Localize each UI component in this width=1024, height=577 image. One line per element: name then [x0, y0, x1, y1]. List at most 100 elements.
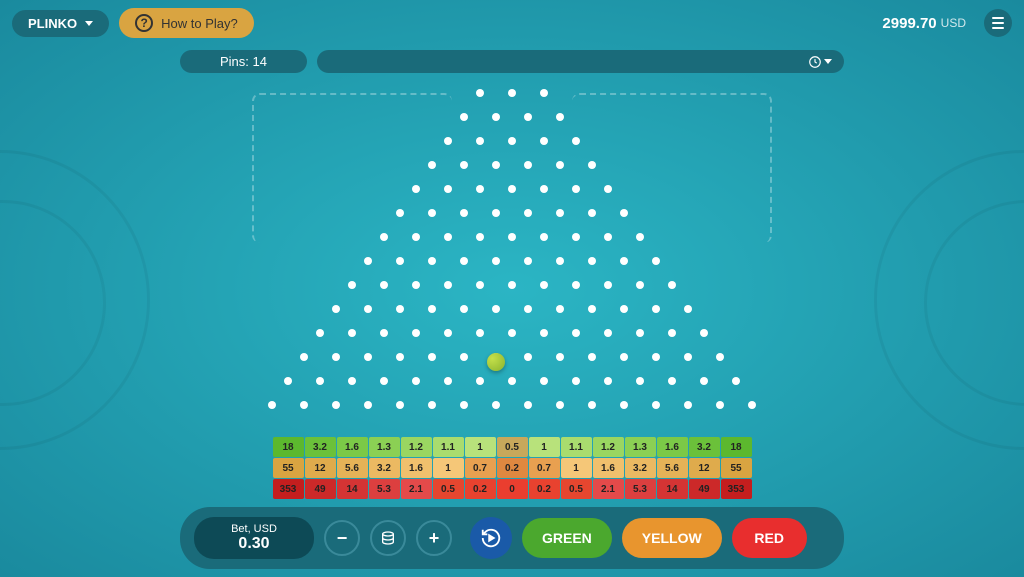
peg — [396, 401, 404, 409]
peg — [380, 329, 388, 337]
top-bar: PLINKO ? How to Play? 2999.70 USD — [0, 0, 1024, 46]
payout-cell: 1 — [465, 437, 496, 457]
peg — [364, 401, 372, 409]
peg — [444, 377, 452, 385]
peg — [620, 401, 628, 409]
peg — [508, 185, 516, 193]
peg — [460, 401, 468, 409]
history-bar — [317, 50, 844, 73]
payout-cell: 49 — [689, 479, 720, 499]
menu-button[interactable] — [984, 9, 1012, 37]
peg — [460, 305, 468, 313]
chevron-down-icon — [824, 59, 832, 64]
peg — [364, 353, 372, 361]
peg — [348, 281, 356, 289]
game-select-dropdown[interactable]: PLINKO — [12, 10, 109, 37]
payout-cell: 5.3 — [369, 479, 400, 499]
peg — [476, 89, 484, 97]
peg — [652, 305, 660, 313]
peg — [444, 281, 452, 289]
payout-cell: 1.1 — [433, 437, 464, 457]
peg — [620, 257, 628, 265]
green-bet-button[interactable]: GREEN — [522, 518, 612, 558]
payout-cell: 5.6 — [657, 458, 688, 478]
peg — [604, 329, 612, 337]
red-bet-button[interactable]: RED — [732, 518, 807, 558]
peg — [524, 257, 532, 265]
peg — [540, 329, 548, 337]
payout-cell: 0.7 — [529, 458, 560, 478]
payout-cell: 1.6 — [337, 437, 368, 457]
payout-cell: 18 — [273, 437, 304, 457]
peg — [348, 377, 356, 385]
peg — [700, 329, 708, 337]
peg — [556, 161, 564, 169]
payout-cell: 1.3 — [369, 437, 400, 457]
payout-cell: 0.2 — [465, 479, 496, 499]
payout-cell: 3.2 — [689, 437, 720, 457]
peg — [556, 113, 564, 121]
payout-cell: 0.5 — [561, 479, 592, 499]
bet-chips-button[interactable] — [370, 520, 406, 556]
bet-minus-button[interactable]: − — [324, 520, 360, 556]
peg — [556, 257, 564, 265]
bet-value: 0.30 — [214, 535, 294, 553]
payout-row-red: 35349145.32.10.50.200.20.52.15.31449353 — [273, 479, 752, 499]
peg — [604, 281, 612, 289]
peg — [540, 89, 548, 97]
peg — [492, 161, 500, 169]
peg — [684, 353, 692, 361]
peg — [540, 233, 548, 241]
peg — [684, 401, 692, 409]
pins-selector[interactable]: Pins: 14 — [180, 50, 307, 73]
payout-cell: 0.5 — [433, 479, 464, 499]
payout-cell: 1 — [529, 437, 560, 457]
payout-cell: 1 — [433, 458, 464, 478]
payout-cell: 0.5 — [497, 437, 528, 457]
peg — [652, 353, 660, 361]
history-button[interactable] — [808, 55, 832, 69]
payout-cell: 18 — [721, 437, 752, 457]
peg — [556, 401, 564, 409]
peg — [716, 401, 724, 409]
payout-cell: 2.1 — [401, 479, 432, 499]
how-to-play-button[interactable]: ? How to Play? — [119, 8, 254, 38]
payout-cell: 0.2 — [497, 458, 528, 478]
payout-cell: 1.2 — [593, 437, 624, 457]
payout-cell: 49 — [305, 479, 336, 499]
bet-plus-button[interactable]: + — [416, 520, 452, 556]
peg — [332, 353, 340, 361]
payout-cell: 3.2 — [369, 458, 400, 478]
peg — [524, 209, 532, 217]
peg — [492, 401, 500, 409]
peg — [508, 329, 516, 337]
peg — [476, 137, 484, 145]
payout-cell: 0.2 — [529, 479, 560, 499]
peg — [444, 329, 452, 337]
auto-play-button[interactable] — [470, 517, 512, 559]
peg — [588, 305, 596, 313]
how-to-play-label: How to Play? — [161, 16, 238, 31]
peg — [556, 209, 564, 217]
peg — [476, 281, 484, 289]
bet-amount-box[interactable]: Bet, USD 0.30 — [194, 517, 314, 559]
payout-cell: 12 — [689, 458, 720, 478]
peg — [604, 377, 612, 385]
payout-cell: 5.3 — [625, 479, 656, 499]
peg — [524, 113, 532, 121]
peg — [396, 353, 404, 361]
payout-cell: 1 — [561, 458, 592, 478]
peg — [716, 353, 724, 361]
pegs-board — [262, 83, 762, 433]
balance-currency: USD — [941, 16, 966, 30]
peg — [476, 377, 484, 385]
peg — [668, 377, 676, 385]
peg — [428, 257, 436, 265]
peg — [620, 353, 628, 361]
yellow-bet-button[interactable]: YELLOW — [622, 518, 722, 558]
peg — [540, 137, 548, 145]
peg — [572, 377, 580, 385]
payout-cell: 1.2 — [401, 437, 432, 457]
peg — [652, 401, 660, 409]
peg — [540, 185, 548, 193]
